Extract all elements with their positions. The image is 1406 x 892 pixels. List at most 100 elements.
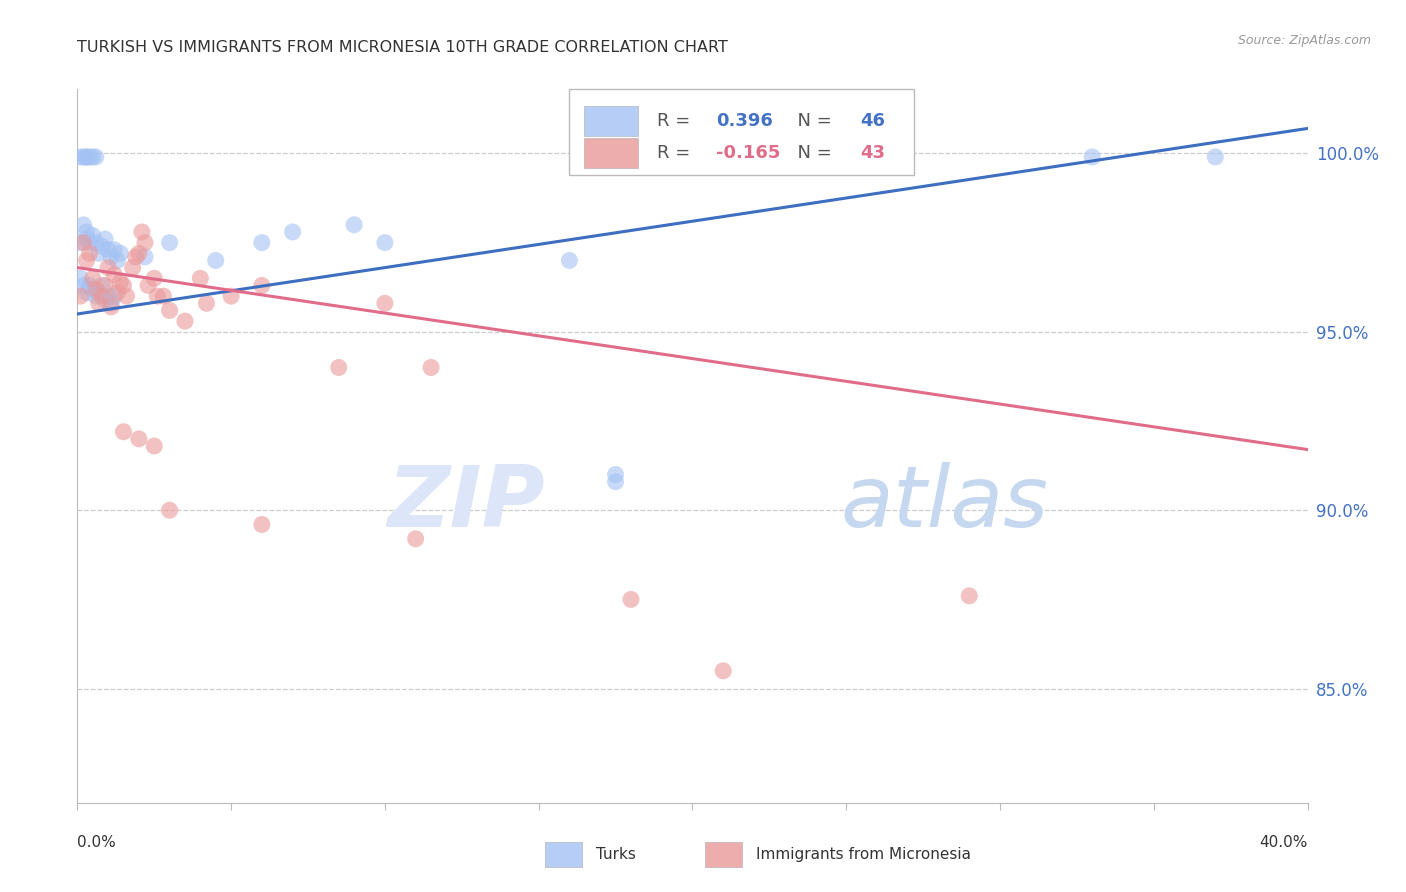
- Point: [72, 218, 94, 232]
- Point: [110, 246, 132, 260]
- Point: [103, 268, 125, 282]
- Point: [97, 243, 120, 257]
- Point: [1204, 150, 1226, 164]
- FancyBboxPatch shape: [585, 137, 638, 168]
- Point: [134, 250, 156, 264]
- Point: [405, 532, 427, 546]
- Point: [76, 232, 98, 246]
- Point: [105, 253, 128, 268]
- Point: [136, 278, 159, 293]
- Point: [250, 235, 273, 250]
- Point: [79, 235, 101, 250]
- Point: [605, 475, 627, 489]
- Point: [131, 225, 153, 239]
- Point: [76, 253, 98, 268]
- Point: [115, 289, 138, 303]
- Text: N =: N =: [786, 144, 838, 161]
- Point: [134, 235, 156, 250]
- Point: [97, 260, 120, 275]
- Point: [82, 282, 104, 296]
- Point: [250, 278, 273, 293]
- Point: [103, 289, 125, 303]
- Point: [72, 278, 94, 293]
- Point: [97, 289, 120, 303]
- Point: [79, 278, 101, 293]
- Point: [558, 253, 581, 268]
- Point: [100, 296, 122, 310]
- Point: [69, 271, 91, 285]
- Point: [87, 246, 110, 260]
- Text: -0.165: -0.165: [716, 144, 780, 161]
- Point: [72, 235, 94, 250]
- Point: [110, 275, 132, 289]
- Point: [87, 285, 110, 300]
- Point: [100, 300, 122, 314]
- Point: [84, 235, 107, 250]
- Point: [420, 360, 443, 375]
- Point: [84, 150, 107, 164]
- Text: N =: N =: [786, 112, 838, 129]
- Text: ZIP: ZIP: [387, 461, 546, 545]
- Point: [605, 467, 627, 482]
- Point: [94, 293, 117, 307]
- Text: Turks: Turks: [596, 847, 637, 862]
- Text: 46: 46: [860, 112, 884, 129]
- Point: [84, 282, 107, 296]
- Point: [79, 246, 101, 260]
- Point: [79, 150, 101, 164]
- Point: [188, 271, 212, 285]
- Point: [94, 278, 117, 293]
- Text: TURKISH VS IMMIGRANTS FROM MICRONESIA 10TH GRADE CORRELATION CHART: TURKISH VS IMMIGRANTS FROM MICRONESIA 10…: [77, 40, 728, 55]
- Point: [69, 289, 91, 303]
- Point: [69, 150, 91, 164]
- Text: atlas: atlas: [841, 461, 1047, 545]
- Text: Source: ZipAtlas.com: Source: ZipAtlas.com: [1237, 34, 1371, 47]
- Point: [94, 232, 117, 246]
- Point: [69, 235, 91, 250]
- Point: [72, 150, 94, 164]
- Point: [76, 285, 98, 300]
- Point: [374, 296, 396, 310]
- Point: [152, 289, 174, 303]
- Point: [76, 150, 98, 164]
- Point: [82, 228, 104, 243]
- Point: [328, 360, 350, 375]
- Point: [128, 246, 150, 260]
- Point: [90, 239, 114, 253]
- Point: [159, 235, 181, 250]
- Point: [100, 250, 122, 264]
- Point: [620, 592, 643, 607]
- FancyBboxPatch shape: [569, 89, 914, 175]
- Point: [128, 432, 150, 446]
- Point: [84, 289, 107, 303]
- Point: [121, 260, 143, 275]
- Text: Immigrants from Micronesia: Immigrants from Micronesia: [756, 847, 972, 862]
- Point: [76, 225, 98, 239]
- Point: [143, 439, 166, 453]
- Point: [76, 150, 98, 164]
- Text: 0.0%: 0.0%: [77, 835, 117, 850]
- Point: [711, 664, 734, 678]
- Text: 0.396: 0.396: [716, 112, 773, 129]
- Point: [87, 296, 110, 310]
- Point: [1081, 150, 1104, 164]
- Point: [219, 289, 242, 303]
- Point: [143, 271, 166, 285]
- Point: [204, 253, 226, 268]
- Point: [195, 296, 218, 310]
- Text: 43: 43: [860, 144, 884, 161]
- Text: 40.0%: 40.0%: [1260, 835, 1308, 850]
- Point: [957, 589, 980, 603]
- Point: [112, 425, 135, 439]
- Point: [90, 278, 114, 293]
- Text: R =: R =: [657, 144, 696, 161]
- Text: R =: R =: [657, 112, 696, 129]
- Point: [174, 314, 197, 328]
- Point: [82, 150, 104, 164]
- Point: [103, 243, 125, 257]
- Point: [159, 503, 181, 517]
- Point: [146, 289, 169, 303]
- Point: [90, 289, 114, 303]
- FancyBboxPatch shape: [585, 105, 638, 136]
- Point: [125, 250, 148, 264]
